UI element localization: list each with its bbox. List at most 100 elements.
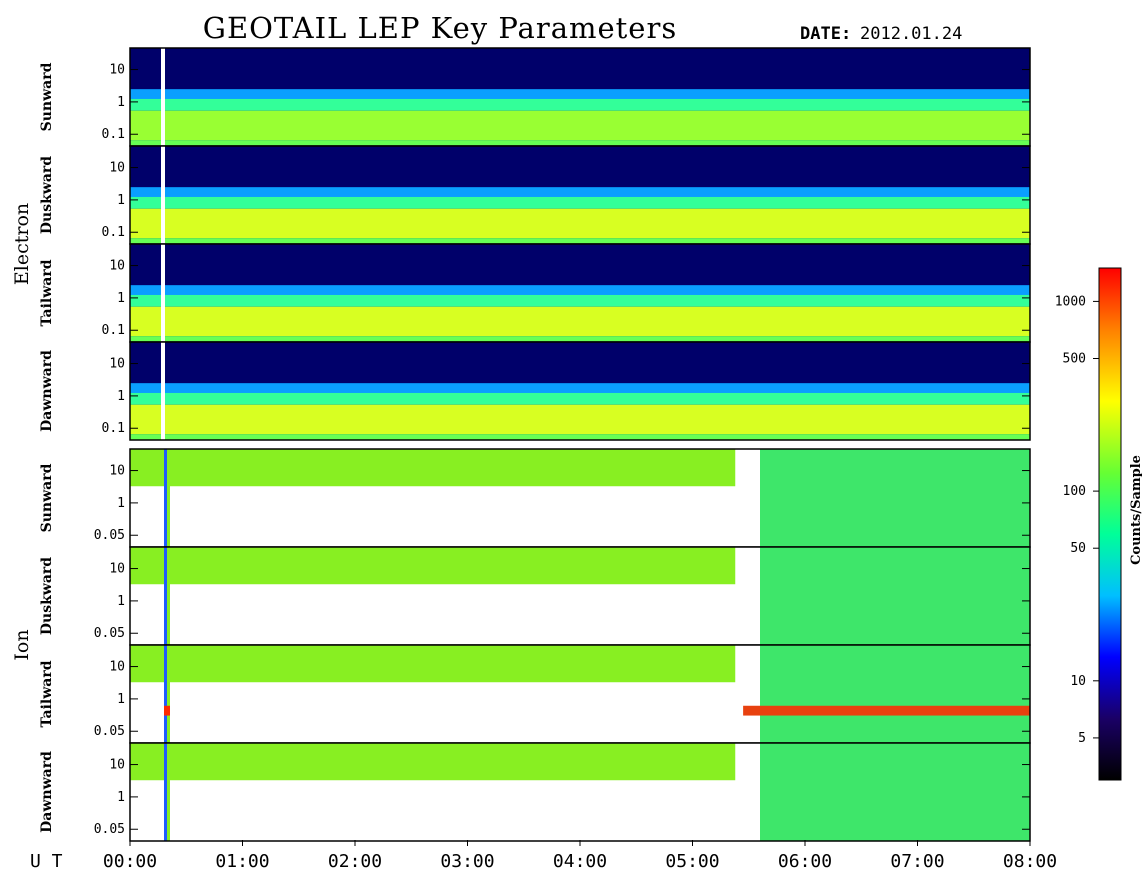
y-tick-label: 1 bbox=[117, 594, 125, 609]
colorbar: 5 10 50 100 500 1000 Counts/Sample bbox=[1055, 267, 1142, 781]
y-tick-label: 10 bbox=[109, 758, 125, 773]
ion-filled-region bbox=[760, 743, 1030, 841]
colorbar-tick-label: 50 bbox=[1070, 541, 1086, 556]
colorbar-tick-label: 5 bbox=[1078, 731, 1086, 746]
panel-label-tailward: Tailward bbox=[39, 259, 55, 326]
panel-label-duskward: Duskward bbox=[39, 156, 55, 234]
y-tick-label: 1 bbox=[117, 496, 125, 511]
y-tick-label: 0.1 bbox=[102, 225, 125, 240]
ion-spike-edge bbox=[167, 547, 170, 645]
group-ion: 10 1 0.05 Sunward 10 1 0.05 Duskward 10 1 0.05 Tail… bbox=[11, 448, 1031, 842]
x-tick-label: 06:00 bbox=[778, 851, 832, 872]
colorbar-tick-label: 10 bbox=[1070, 674, 1086, 689]
ion-filled-region bbox=[760, 645, 1030, 743]
ion-top-band bbox=[130, 645, 736, 683]
panel-ion-duskward: 10 1 0.05 Duskward bbox=[39, 546, 1031, 646]
data-gap bbox=[161, 342, 165, 440]
panel-electron-sunward: 10 1 0.1 Sunward bbox=[39, 47, 1031, 147]
plot-title: GEOTAIL LEP Key Parameters bbox=[203, 11, 677, 45]
spectrogram-panels: 10 1 0.1 Sunward 10 1 0.1 Duskward 10 1 0.1 Tailwar… bbox=[11, 47, 1031, 842]
ion-top-band bbox=[130, 547, 736, 585]
colorbar-title: Counts/Sample bbox=[1129, 455, 1142, 565]
ion-spike-edge bbox=[167, 449, 170, 547]
panel-ion-tailward: 10 1 0.05 Tailward bbox=[39, 644, 1031, 744]
x-tick-label: 07:00 bbox=[890, 851, 944, 872]
x-tick-label: 03:00 bbox=[440, 851, 494, 872]
colorbar-tick-label: 500 bbox=[1063, 352, 1086, 367]
y-tick-label: 1 bbox=[117, 790, 125, 805]
y-tick-label: 0.1 bbox=[102, 421, 125, 436]
y-tick-label: 1 bbox=[117, 692, 125, 707]
y-tick-label: 10 bbox=[109, 562, 125, 577]
ion-tailward-spike bbox=[164, 705, 170, 716]
panel-electron-duskward: 10 1 0.1 Duskward bbox=[39, 145, 1031, 245]
x-tick-label: 00:00 bbox=[103, 851, 157, 872]
ion-spike-line bbox=[164, 547, 167, 645]
flux-band-green bbox=[130, 98, 1030, 111]
panel-label-sunward: Sunward bbox=[39, 463, 55, 532]
panel-ion-sunward: 10 1 0.05 Sunward bbox=[39, 448, 1031, 548]
ion-top-band bbox=[130, 449, 736, 487]
y-tick-label: 0.05 bbox=[94, 626, 125, 641]
ion-spike-edge bbox=[167, 743, 170, 841]
flux-band-yellow bbox=[130, 404, 1030, 435]
flux-band-yellow bbox=[130, 110, 1030, 141]
flux-band-green bbox=[130, 294, 1030, 307]
flux-band-yellow bbox=[130, 306, 1030, 337]
colorbar-gradient bbox=[1098, 267, 1122, 781]
panel-label-duskward: Duskward bbox=[39, 557, 55, 635]
date-value: 2012.01.24 bbox=[860, 24, 962, 44]
x-tick-label: 01:00 bbox=[215, 851, 269, 872]
data-gap bbox=[161, 48, 165, 146]
flux-band-cyan bbox=[130, 383, 1030, 395]
y-tick-label: 0.05 bbox=[94, 822, 125, 837]
flux-band-bottom bbox=[130, 238, 1030, 244]
flux-band-green bbox=[130, 392, 1030, 405]
ion-filled-region bbox=[760, 547, 1030, 645]
group-electron: 10 1 0.1 Sunward 10 1 0.1 Duskward 10 1 0.1 Tailwar… bbox=[11, 47, 1031, 441]
y-tick-label: 1 bbox=[117, 95, 125, 110]
y-tick-label: 0.05 bbox=[94, 724, 125, 739]
y-tick-label: 1 bbox=[117, 193, 125, 208]
panel-electron-dawnward: 10 1 0.1 Dawnward bbox=[39, 341, 1031, 441]
colorbar-tick-label: 100 bbox=[1063, 484, 1086, 499]
group-label-ion: Ion bbox=[11, 629, 33, 660]
flux-band-green bbox=[130, 196, 1030, 209]
ion-spike-line bbox=[164, 645, 167, 743]
ion-spike-edge bbox=[167, 645, 170, 743]
panel-frame bbox=[129, 341, 1031, 441]
y-tick-label: 10 bbox=[109, 357, 125, 372]
x-tick-label: 04:00 bbox=[553, 851, 607, 872]
colorbar-ticks: 5 10 50 100 500 1000 bbox=[1055, 294, 1099, 746]
x-tick-label: 05:00 bbox=[665, 851, 719, 872]
panel-label-sunward: Sunward bbox=[39, 62, 55, 131]
y-tick-label: 1 bbox=[117, 389, 125, 404]
y-tick-label: 1 bbox=[117, 291, 125, 306]
ion-spike-line bbox=[164, 449, 167, 547]
data-gap bbox=[161, 244, 165, 342]
ion-spike-line bbox=[164, 743, 167, 841]
ion-filled-region bbox=[760, 449, 1030, 547]
flux-band-bottom bbox=[130, 434, 1030, 440]
time-axis: 00:00 01:00 02:00 03:00 04:00 05:00 06:00 07:00… bbox=[103, 840, 1057, 872]
flux-band-cyan bbox=[130, 187, 1030, 199]
x-tick-label: 08:00 bbox=[1003, 851, 1057, 872]
y-tick-label: 10 bbox=[109, 259, 125, 274]
y-tick-label: 0.05 bbox=[94, 528, 125, 543]
flux-band-cyan bbox=[130, 89, 1030, 101]
flux-band-cyan bbox=[130, 285, 1030, 297]
y-tick-label: 10 bbox=[109, 660, 125, 675]
panel-label-tailward: Tailward bbox=[39, 660, 55, 727]
x-tick-label: 02:00 bbox=[328, 851, 382, 872]
panel-ion-dawnward: 10 1 0.05 Dawnward bbox=[39, 742, 1031, 842]
data-gap bbox=[161, 146, 165, 244]
date-label: DATE: bbox=[800, 24, 851, 44]
flux-band-bottom bbox=[130, 336, 1030, 342]
y-tick-label: 0.1 bbox=[102, 323, 125, 338]
colorbar-tick-label: 1000 bbox=[1055, 294, 1086, 309]
group-label-electron: Electron bbox=[11, 203, 33, 285]
flux-band-yellow bbox=[130, 208, 1030, 239]
ion-top-band bbox=[130, 743, 736, 781]
y-tick-label: 10 bbox=[109, 464, 125, 479]
